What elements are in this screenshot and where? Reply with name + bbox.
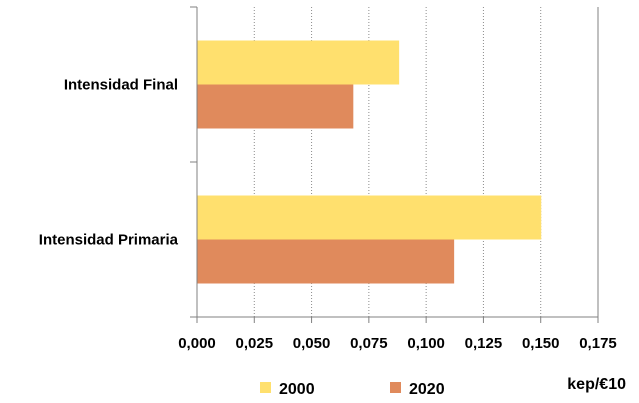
x-tick-label: 0,050 [293,335,331,352]
category-labels: Intensidad Final Intensidad Primaria [39,77,179,249]
x-tick-label: 0,150 [522,335,560,352]
legend-label-2020: 2020 [409,381,445,398]
legend: 2000 2020 [260,381,445,398]
legend-label-2000: 2000 [279,381,315,398]
category-label: Intensidad Primaria [39,232,179,249]
bar-2000-intensidad-primaria [197,195,542,240]
x-tick-label: 0,075 [350,335,388,352]
legend-swatch-2000 [260,382,271,393]
x-tick-label: 0,000 [178,335,216,352]
x-ticks: 0,000 0,025 0,050 0,075 0,100 0,125 0,150 0,175 [178,317,617,352]
bar-2000-intensidad-final [197,40,400,85]
x-tick-label: 0,100 [407,335,445,352]
x-tick-label: 0,125 [465,335,503,352]
bars [197,40,542,284]
bar-2020-intensidad-primaria [197,239,455,284]
legend-swatch-2020 [390,382,401,393]
category-label: Intensidad Final [64,77,178,94]
bar-2020-intensidad-final [197,84,354,129]
x-tick-label: 0,175 [579,335,617,352]
axes [190,6,599,318]
x-tick-label: 0,025 [236,335,274,352]
x-axis-unit-label: kep/€10 [567,376,626,393]
